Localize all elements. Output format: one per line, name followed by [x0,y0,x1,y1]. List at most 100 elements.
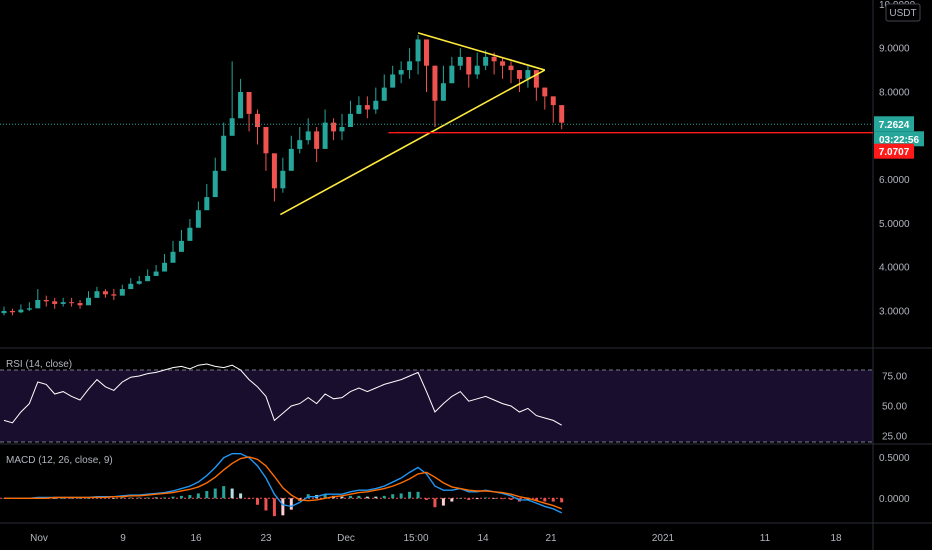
candle[interactable] [111,289,117,301]
candle[interactable] [263,127,269,171]
candle-body [542,87,548,97]
candle[interactable] [288,135,294,171]
candle[interactable] [136,275,142,285]
candle[interactable] [204,183,210,211]
candle[interactable] [1,306,7,316]
candle[interactable] [432,65,438,128]
candle[interactable] [322,109,328,149]
candle[interactable] [187,218,193,241]
rsi-axis[interactable]: 75.00 50.00 25.00 [882,372,907,443]
candle-body [364,105,370,110]
candle[interactable] [9,308,15,316]
candle[interactable] [280,157,286,193]
candle[interactable] [77,300,83,309]
candle[interactable] [238,78,244,119]
candle[interactable] [170,240,176,263]
candle[interactable] [26,302,32,311]
drawings[interactable] [0,32,873,216]
macd-line[interactable] [4,452,563,514]
candle[interactable] [356,96,362,114]
candle[interactable] [314,127,320,163]
candles[interactable] [1,35,565,316]
candle[interactable] [94,286,100,298]
candle[interactable] [516,70,522,92]
macd-title[interactable]: MACD (12, 26, close, 9) [6,455,113,466]
candle[interactable] [500,56,506,79]
candle-body [415,39,421,62]
candle[interactable] [381,74,387,101]
candle-body [111,294,117,296]
candle[interactable] [43,295,49,307]
rsi-plot[interactable] [0,363,873,443]
candle[interactable] [246,91,252,132]
candle[interactable] [542,87,548,110]
candle[interactable] [390,65,396,88]
candle[interactable] [305,118,311,145]
price-tick-label: 8.0000 [879,87,910,98]
candle[interactable] [415,35,421,75]
candle[interactable] [221,122,227,171]
candle[interactable] [347,100,353,128]
candle[interactable] [102,289,108,298]
candle[interactable] [449,56,455,84]
macd-histogram-bar [78,498,82,499]
candle[interactable] [297,127,303,154]
macd-histogram-bar [450,498,454,502]
candle[interactable] [339,113,345,141]
rsi-line[interactable] [3,363,562,426]
candle[interactable] [128,278,134,290]
candle[interactable] [162,254,168,272]
candle[interactable] [52,297,58,309]
candle[interactable] [364,96,370,119]
candle[interactable] [69,297,75,307]
macd-signal-line[interactable] [4,456,562,510]
candle[interactable] [178,229,184,252]
candle[interactable] [525,65,531,88]
candle[interactable] [466,56,472,88]
candle[interactable] [195,201,201,228]
candle[interactable] [440,65,446,101]
macd-histogram-bar [391,494,395,499]
candle[interactable] [255,109,260,145]
macd-axis[interactable]: 0.5000 0.0000 [879,453,910,505]
rsi-title[interactable]: RSI (14, close) [6,359,72,370]
currency-badge[interactable] [885,3,921,22]
triangle-lower-trendline[interactable] [279,69,546,216]
candle[interactable] [474,52,480,79]
candle[interactable] [533,70,539,101]
candle[interactable] [407,48,413,79]
candle[interactable] [424,39,429,92]
candle[interactable] [559,105,565,130]
macd-histogram-bar [129,497,133,499]
candle[interactable] [18,304,24,314]
candle[interactable] [86,291,91,306]
candle[interactable] [373,87,379,114]
candle[interactable] [153,264,159,276]
candle-body [314,131,320,149]
candle[interactable] [457,48,463,71]
macd-histogram-bar [382,495,386,499]
candle[interactable] [508,61,514,84]
macd-plot[interactable] [0,452,564,517]
candle[interactable] [229,61,235,136]
candle[interactable] [398,61,404,84]
candle-body [297,140,303,149]
triangle-upper-trendline[interactable] [417,32,546,71]
time-tick-label: 15:00 [403,533,428,544]
candle[interactable] [60,297,66,307]
last-price-tag [874,116,914,132]
candle[interactable] [331,118,337,141]
candle[interactable] [212,157,218,198]
macd-histogram-bar [492,498,496,499]
candle[interactable] [145,269,151,282]
candle[interactable] [35,289,41,309]
macd-histogram-bar [70,498,74,499]
candle[interactable] [491,52,497,75]
candle[interactable] [483,50,489,71]
candle[interactable] [271,153,277,202]
candle[interactable] [119,284,125,296]
time-axis[interactable]: Nov 9 16 23 Dec 15:00 14 21 2021 11 18 [30,533,842,544]
price-tick-label: 5.0000 [879,219,910,230]
candle[interactable] [550,96,556,123]
